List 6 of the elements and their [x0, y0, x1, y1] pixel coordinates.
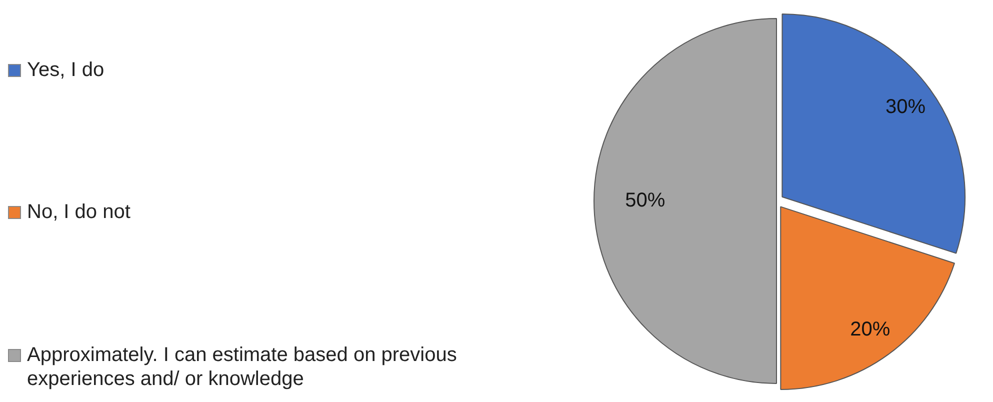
- data-label: 30%: [885, 96, 926, 118]
- data-label: 20%: [850, 318, 890, 340]
- legend-label: Yes, I do: [27, 58, 104, 82]
- legend-label: No, I do not: [27, 200, 130, 224]
- legend-label: Approximately. I can estimate based on previous experiences and/ or knowledge: [27, 343, 458, 391]
- data-label: 50%: [625, 190, 666, 212]
